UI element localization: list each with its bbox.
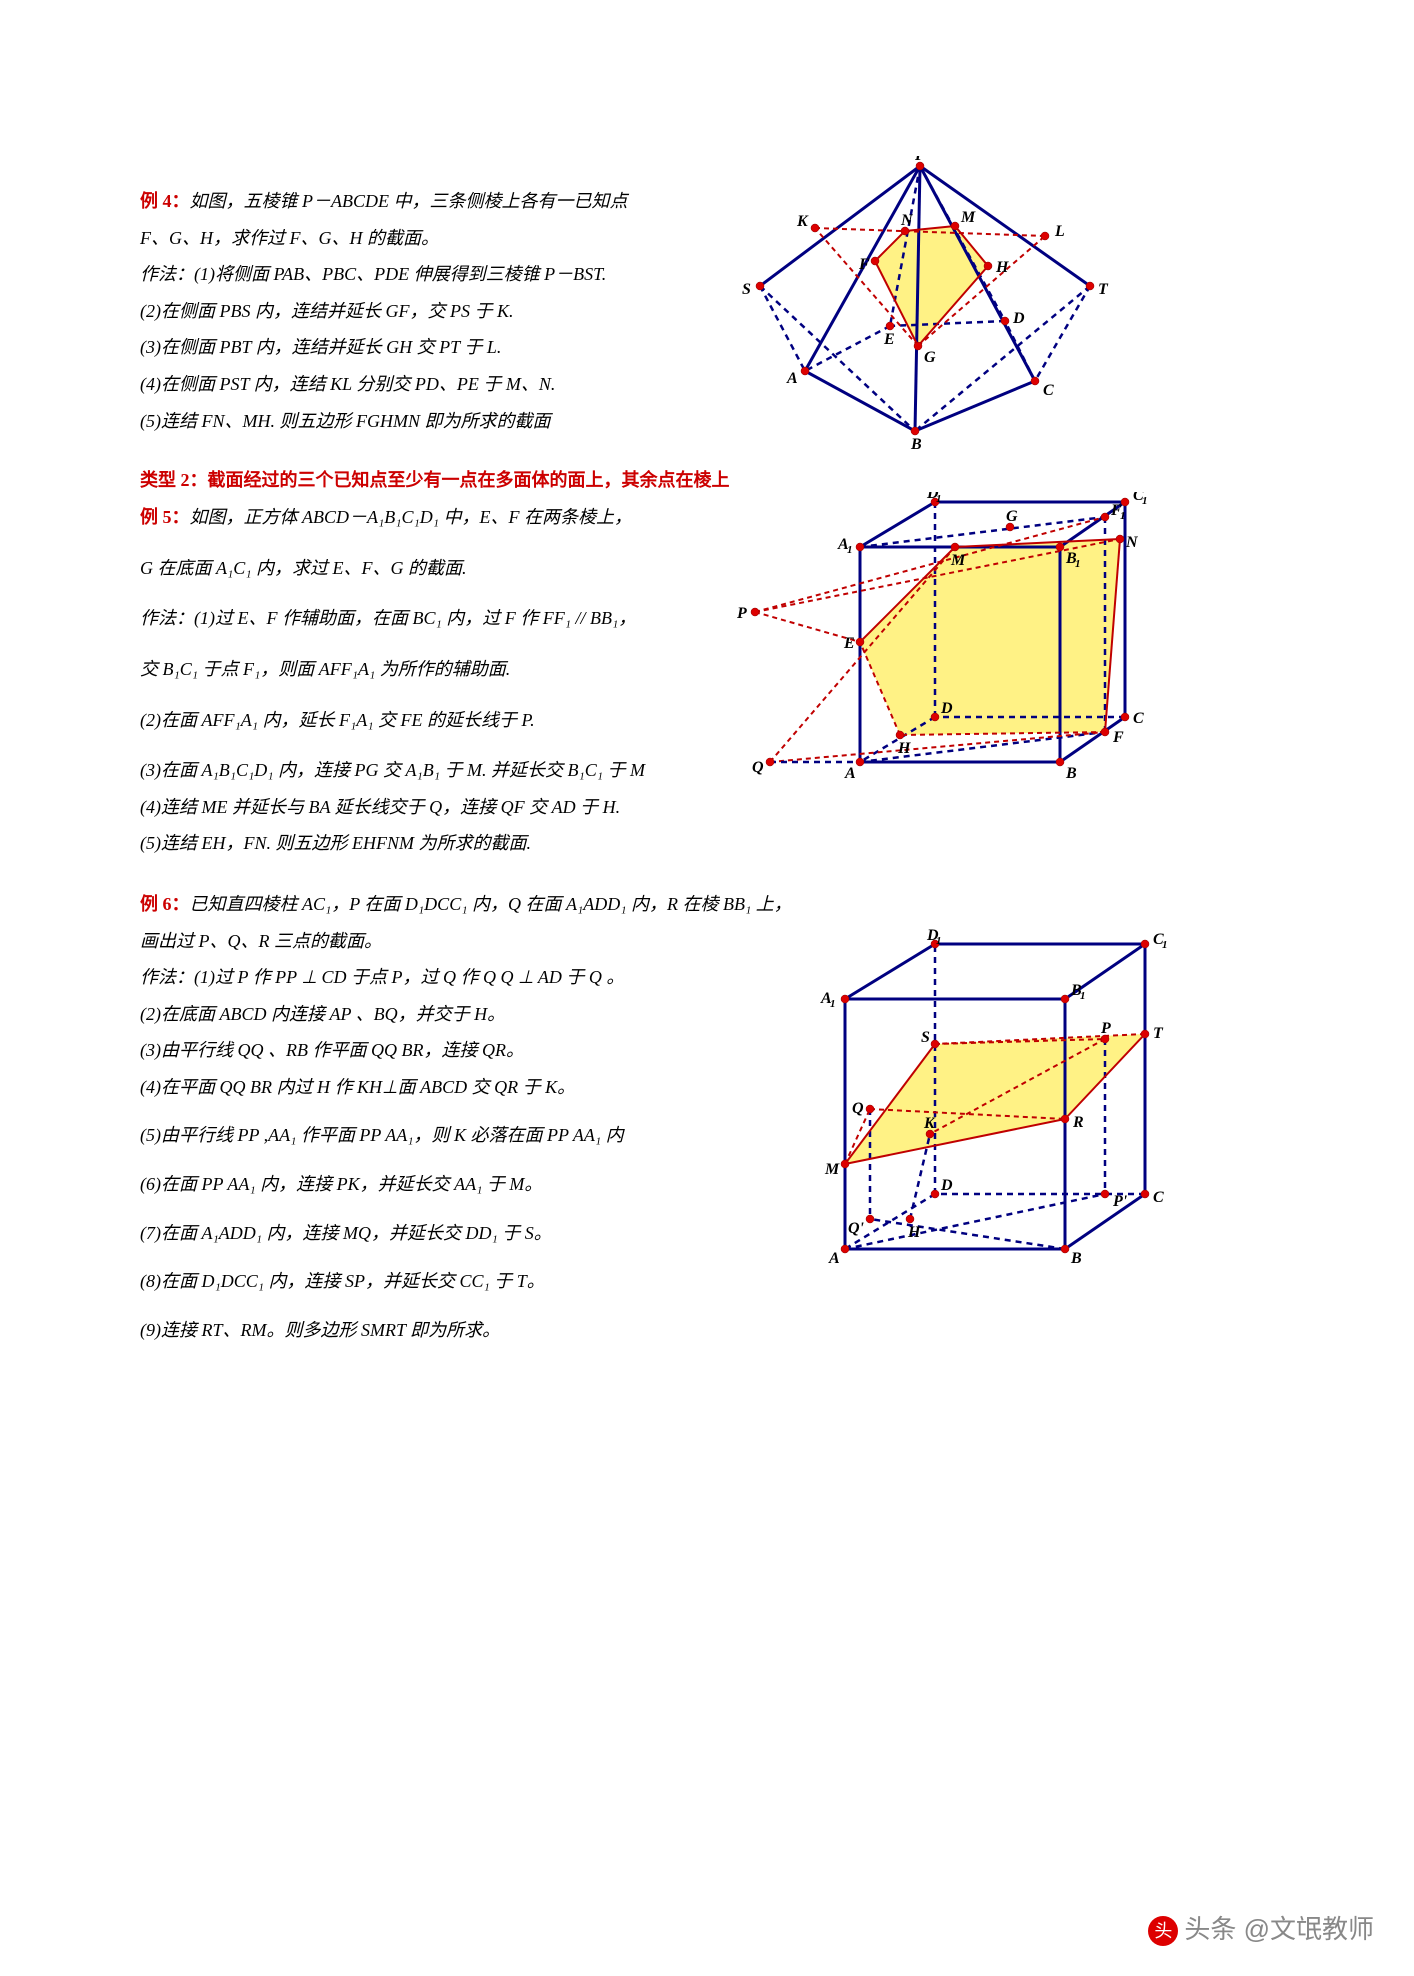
ex4-line1: 例 4：如图，五棱锥 P－ABCDE 中，三条侧棱上各有一已知点 bbox=[140, 186, 710, 217]
svg-text:F: F bbox=[858, 256, 870, 273]
svg-text:H: H bbox=[995, 259, 1009, 276]
ex5-line1: 例 5：如图，正方体 ABCD－A₁B₁C₁D₁ 中，E、F 在两条棱上， bbox=[140, 502, 710, 533]
ex5-line6: (3)在面 A₁B₁C₁D₁ 内，连接 PG 交 A₁B₁ 于 M. 并延长交 … bbox=[140, 755, 710, 786]
svg-text:S: S bbox=[742, 281, 751, 298]
svg-text:P: P bbox=[1100, 1020, 1111, 1037]
svg-text:C: C bbox=[1153, 1189, 1164, 1206]
svg-text:N: N bbox=[900, 212, 914, 229]
svg-text:1: 1 bbox=[936, 935, 942, 947]
svg-text:M: M bbox=[960, 209, 976, 226]
svg-text:Q': Q' bbox=[848, 1220, 865, 1237]
ex5-line2: G 在底面 A₁C₁ 内，求过 E、F、G 的截面. bbox=[140, 553, 710, 584]
svg-text:P: P bbox=[736, 605, 747, 622]
example-6-block: 例 6：已知直四棱柱 AC₁，P 在面 D₁DCC₁ 内，Q 在面 A₁ADD₁… bbox=[140, 889, 1274, 1346]
svg-text:E: E bbox=[843, 635, 855, 652]
svg-text:1: 1 bbox=[1142, 495, 1148, 507]
figure-prism: ABCDA1B1C1D1RPP'TQQ'MSKH bbox=[760, 919, 1180, 1279]
svg-text:K: K bbox=[923, 1115, 936, 1132]
ex4-line7: (5)连结 FN、MH. 则五边形 FGHMN 即为所求的截面 bbox=[140, 406, 710, 437]
svg-text:M: M bbox=[950, 552, 966, 569]
watermark: 头头条 @文氓教师 bbox=[1148, 1909, 1374, 1946]
svg-text:A: A bbox=[786, 370, 798, 387]
ex6-line1: 例 6：已知直四棱柱 AC₁，P 在面 D₁DCC₁ 内，Q 在面 A₁ADD₁… bbox=[140, 889, 1274, 920]
ex6-line8: (6)在面 PP AA₁ 内，连接 PK，并延长交 AA₁ 于 M。 bbox=[140, 1169, 740, 1200]
svg-text:E: E bbox=[883, 331, 895, 348]
ex4-label: 例 4： bbox=[140, 191, 190, 211]
svg-text:N: N bbox=[1125, 534, 1139, 551]
svg-text:G: G bbox=[924, 349, 936, 366]
ex6-line6: (4)在平面 QQ BR 内过 H 作 KH⊥面 ABCD 交 QR 于 K。 bbox=[140, 1072, 740, 1103]
watermark-text: 头条 @文氓教师 bbox=[1184, 1914, 1374, 1944]
ex4-line4: (2)在侧面 PBS 内，连结并延长 GF，交 PS 于 K. bbox=[140, 296, 710, 327]
ex6-line11: (9)连接 RT、RM。则多边形 SMRT 即为所求。 bbox=[140, 1315, 740, 1346]
svg-text:P': P' bbox=[1112, 1193, 1128, 1210]
svg-text:D: D bbox=[940, 1177, 953, 1194]
ex6-line3: 作法：(1)过 P 作 PP ⊥ CD 于点 P，过 Q 作 Q Q ⊥ AD … bbox=[140, 962, 740, 993]
svg-text:S: S bbox=[921, 1029, 930, 1046]
svg-text:Q: Q bbox=[752, 759, 764, 776]
svg-text:R: R bbox=[1072, 1114, 1084, 1131]
ex6-line2: 画出过 P、Q、R 三点的截面。 bbox=[140, 926, 740, 957]
svg-text:1: 1 bbox=[936, 493, 942, 505]
svg-text:1: 1 bbox=[847, 544, 853, 556]
svg-text:B: B bbox=[1065, 765, 1077, 782]
ex6-label: 例 6： bbox=[140, 894, 190, 914]
type2-heading: 类型 2：截面经过的三个已知点至少有一点在多面体的面上，其余点在棱上 bbox=[140, 466, 1274, 492]
svg-text:D: D bbox=[940, 700, 953, 717]
ex6-line4: (2)在底面 ABCD 内连接 AP 、BQ，并交于 H。 bbox=[140, 999, 740, 1030]
svg-text:1: 1 bbox=[1120, 510, 1126, 522]
ex4-line5: (3)在侧面 PBT 内，连结并延长 GH 交 PT 于 L. bbox=[140, 332, 710, 363]
svg-text:P: P bbox=[914, 156, 925, 164]
figure-pyramid: P S T A B C D E K L F G H N M bbox=[720, 156, 1140, 456]
svg-text:B: B bbox=[910, 436, 922, 453]
svg-text:1: 1 bbox=[830, 998, 836, 1010]
svg-text:Q: Q bbox=[852, 1100, 864, 1117]
svg-text:L: L bbox=[1054, 223, 1065, 240]
svg-text:F: F bbox=[1112, 729, 1124, 746]
ex5-line5: (2)在面 AFF₁A₁ 内，延长 F₁A₁ 交 FE 的延长线于 P. bbox=[140, 705, 710, 736]
svg-text:M: M bbox=[824, 1161, 840, 1178]
ex5-line7: (4)连结 ME 并延长与 BA 延长线交于 Q，连接 QF 交 AD 于 H. bbox=[140, 792, 710, 823]
example-4-block: 例 4：如图，五棱锥 P－ABCDE 中，三条侧棱上各有一已知点 F、G、H，求… bbox=[140, 186, 1274, 436]
svg-text:C: C bbox=[1133, 710, 1144, 727]
svg-text:D: D bbox=[1012, 310, 1025, 327]
example-5-block: 例 5：如图，正方体 ABCD－A₁B₁C₁D₁ 中，E、F 在两条棱上， G … bbox=[140, 502, 1274, 859]
ex5-line3: 作法：(1)过 E、F 作辅助面，在面 BC₁ 内，过 F 作 FF₁ // B… bbox=[140, 603, 710, 634]
ex4-line3: 作法：(1)将侧面 PAB、PBC、PDE 伸展得到三棱锥 P－BST. bbox=[140, 259, 710, 290]
svg-text:K: K bbox=[796, 213, 809, 230]
svg-text:T: T bbox=[1098, 281, 1109, 298]
ex4-line2: F、G、H，求作过 F、G、H 的截面。 bbox=[140, 223, 710, 254]
svg-text:H: H bbox=[907, 1224, 921, 1241]
svg-text:1: 1 bbox=[1075, 558, 1081, 570]
svg-text:1: 1 bbox=[1080, 990, 1086, 1002]
svg-text:C: C bbox=[1043, 382, 1054, 399]
ex5-line4: 交 B₁C₁ 于点 F₁，则面 AFF₁A₁ 为所作的辅助面. bbox=[140, 654, 710, 685]
ex6-line5: (3)由平行线 QQ 、RB 作平面 QQ BR，连接 QR。 bbox=[140, 1035, 740, 1066]
svg-text:A: A bbox=[828, 1250, 840, 1267]
svg-text:T: T bbox=[1153, 1025, 1164, 1042]
toutiao-logo-icon: 头 bbox=[1148, 1916, 1178, 1946]
ex4-line6: (4)在侧面 PST 内，连结 KL 分别交 PD、PE 于 M、N. bbox=[140, 369, 710, 400]
svg-text:A: A bbox=[844, 765, 856, 782]
figure-cube: ABCDA1B1C1D1EFF1GMNPQH bbox=[720, 492, 1160, 792]
svg-text:H: H bbox=[897, 740, 911, 757]
ex6-line7: (5)由平行线 PP ,AA₁ 作平面 PP AA₁，则 K 必落在面 PP A… bbox=[140, 1120, 740, 1151]
svg-text:G: G bbox=[1006, 508, 1018, 525]
ex5-line8: (5)连结 EH，FN. 则五边形 EHFNM 为所求的截面. bbox=[140, 828, 710, 859]
ex5-label: 例 5： bbox=[140, 507, 190, 527]
ex6-line10: (8)在面 D₁DCC₁ 内，连接 SP，并延长交 CC₁ 于 T。 bbox=[140, 1266, 740, 1297]
svg-text:1: 1 bbox=[1162, 939, 1168, 951]
ex6-line9: (7)在面 A₁ADD₁ 内，连接 MQ，并延长交 DD₁ 于 S。 bbox=[140, 1218, 740, 1249]
svg-text:B: B bbox=[1070, 1250, 1082, 1267]
